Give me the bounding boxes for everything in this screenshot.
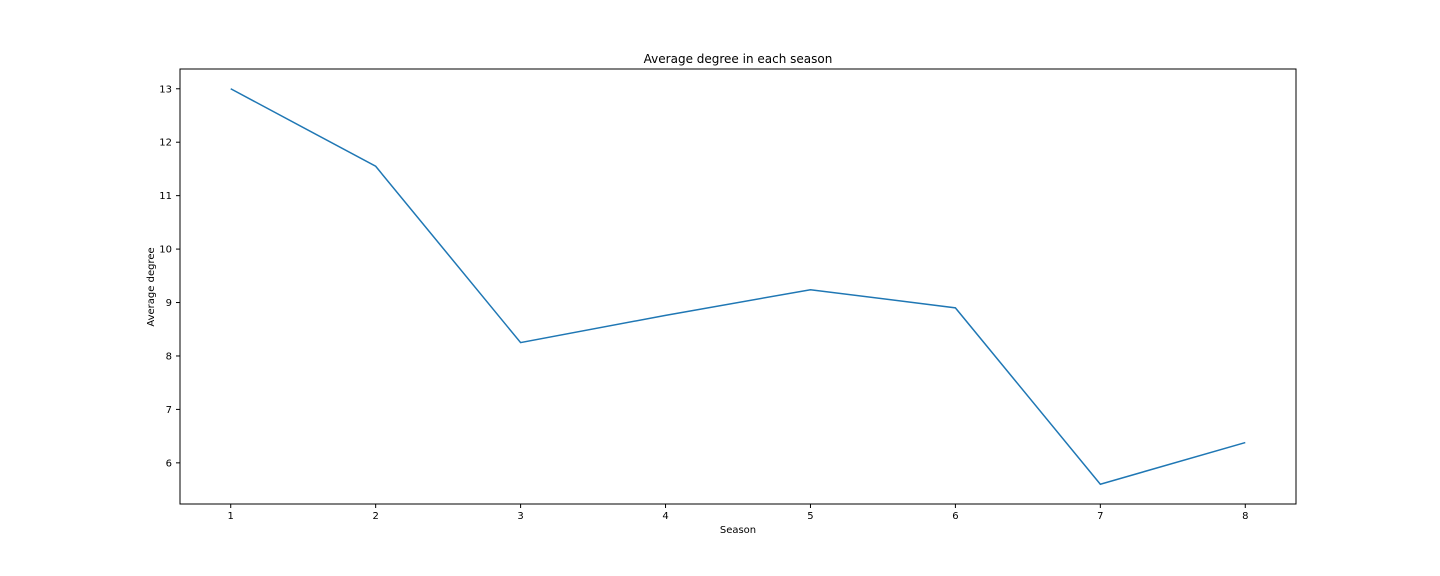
y-axis-ticks: 6 7 8 9 10 11 12 13 [159, 84, 180, 469]
y-tick-label: 9 [166, 298, 172, 309]
x-axis-label: Season [720, 525, 756, 536]
y-tick-label: 13 [159, 84, 172, 95]
x-tick-label: 3 [517, 511, 523, 522]
x-tick-label: 1 [228, 511, 234, 522]
y-tick-label: 6 [166, 458, 172, 469]
y-tick-label: 7 [166, 405, 172, 416]
x-axis-ticks: 1 2 3 4 5 6 7 8 [228, 504, 1248, 522]
x-tick-label: 2 [372, 511, 378, 522]
x-tick-label: 6 [952, 511, 958, 522]
plot-area [179, 68, 1297, 505]
y-tick-label: 8 [166, 351, 172, 362]
x-tick-label: 7 [1097, 511, 1103, 522]
y-tick-label: 12 [159, 138, 172, 149]
x-tick-label: 8 [1242, 511, 1248, 522]
y-axis-label: Average degree [146, 247, 157, 326]
chart-title: Average degree in each season [644, 52, 833, 66]
x-tick-label: 4 [662, 511, 668, 522]
x-tick-label: 5 [807, 511, 813, 522]
y-tick-label: 10 [159, 245, 172, 256]
series-line [230, 88, 1246, 486]
y-tick-label: 11 [159, 191, 172, 202]
